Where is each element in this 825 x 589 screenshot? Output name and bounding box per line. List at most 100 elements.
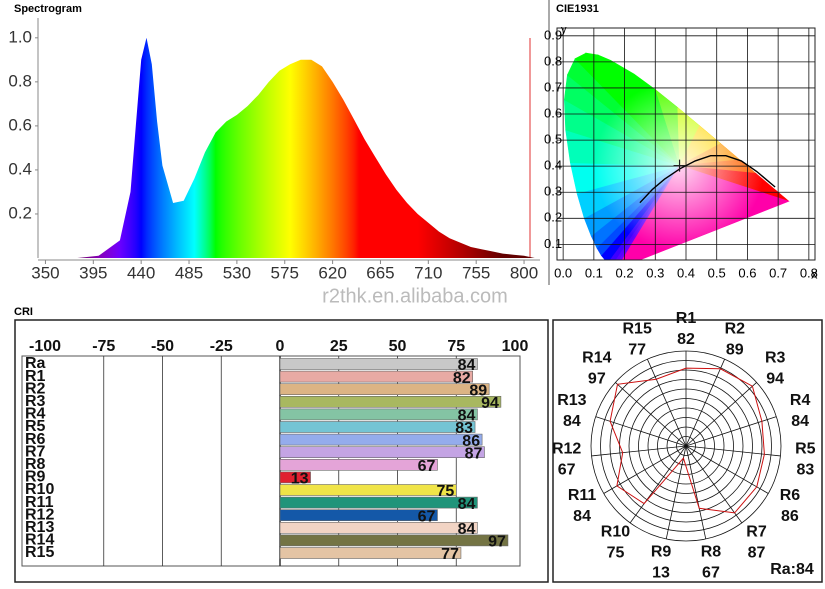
x-tick-label: 0.2: [616, 265, 634, 280]
spoke: [685, 416, 777, 447]
y-tick-label: 0.7: [544, 79, 562, 94]
row-label: R11: [25, 494, 54, 511]
bar: [279, 395, 502, 408]
value-label: 82: [453, 370, 471, 387]
y-axis-label: y: [561, 24, 567, 36]
spoke: [685, 382, 757, 447]
spoke: [685, 445, 769, 494]
value-label: 86: [462, 433, 480, 450]
value-label: 67: [702, 565, 720, 582]
x-tick-label: 0.7: [769, 265, 787, 280]
spectrum-area: [77, 37, 535, 258]
row-label: R4: [25, 406, 46, 423]
y-tick-label: 0.1: [544, 236, 562, 251]
value-label: 82: [677, 331, 695, 348]
x-tick-label: 350: [31, 263, 59, 282]
row-label: R15: [25, 544, 54, 561]
row-label: R10: [25, 481, 54, 498]
x-tick-label: 665: [366, 263, 394, 282]
y-tick-label: 0.2: [8, 203, 32, 222]
y-tick-label: 0.6: [8, 115, 32, 134]
x-tick-label: 440: [127, 263, 155, 282]
spectral-locus: [564, 53, 789, 260]
row-label: Ra: [25, 355, 46, 372]
bar: [279, 547, 462, 559]
value-label: 67: [418, 458, 436, 475]
value-label: 75: [436, 483, 454, 500]
category-label: R11: [568, 487, 597, 504]
x-tick-label: 50: [389, 338, 407, 355]
x-tick-label: 75: [447, 338, 465, 355]
category-label: R10: [601, 524, 630, 541]
category-label: R3: [765, 349, 786, 366]
planckian-locus: [639, 154, 776, 204]
spoke: [685, 445, 743, 524]
x-tick-label: 800: [510, 263, 538, 282]
chart-title: Spectrogram: [14, 3, 82, 15]
category-label: R14: [582, 349, 611, 366]
x-tick-label: 620: [318, 263, 346, 282]
category-label: R6: [780, 487, 801, 504]
spoke: [591, 445, 687, 457]
value-label: 67: [558, 462, 576, 479]
row-label: R9: [25, 469, 46, 486]
x-tick-label: 530: [223, 263, 251, 282]
value-label: 84: [458, 496, 476, 513]
row-label: R13: [25, 519, 54, 536]
plot-frame: [21, 355, 521, 567]
category-label: R7: [746, 524, 767, 541]
category-label: R1: [676, 310, 697, 327]
bar: [279, 509, 438, 522]
value-label: 84: [458, 357, 476, 374]
x-tick-label: 485: [175, 263, 203, 282]
bar: [279, 408, 478, 421]
value-label: 89: [726, 341, 744, 358]
value-label: 83: [796, 462, 814, 479]
y-tick-label: 1.0: [8, 27, 32, 46]
bar: [279, 458, 438, 471]
x-tick-label: 0.0: [554, 265, 572, 280]
x-tick-label: 0.3: [646, 265, 664, 280]
x-tick-label: 395: [79, 263, 107, 282]
value-label: 94: [481, 395, 499, 412]
x-tick-label: -25: [210, 338, 233, 355]
value-label: 13: [291, 471, 309, 488]
panel-frame: [552, 319, 823, 583]
value-label: 87: [465, 445, 483, 462]
x-tick-label: 0: [276, 338, 285, 355]
value-label: 89: [469, 382, 487, 399]
x-tick-label: 710: [414, 263, 442, 282]
value-label: 13: [652, 565, 670, 582]
row-label: R7: [25, 443, 46, 460]
value-label: 86: [781, 508, 799, 525]
cri-polygon: [609, 367, 765, 514]
bar: [279, 471, 311, 484]
y-tick-label: 0.5: [544, 132, 562, 147]
bar: [279, 383, 490, 396]
bar: [279, 496, 478, 509]
annotation: Ra:84: [770, 561, 814, 578]
row-label: R14: [25, 532, 54, 549]
y-tick-label: 0.2: [544, 210, 562, 225]
bar: [279, 484, 457, 496]
value-label: 84: [458, 408, 476, 425]
value-label: 67: [418, 508, 436, 525]
value-label: 84: [573, 508, 591, 525]
x-tick-label: 0.1: [585, 265, 603, 280]
value-label: 83: [455, 420, 473, 437]
chart-title: CIE1931: [556, 3, 599, 15]
spoke: [629, 445, 687, 524]
value-label: 77: [628, 341, 646, 358]
category-label: R9: [651, 544, 672, 561]
spoke: [685, 445, 707, 540]
x-axis-label: x: [811, 266, 818, 281]
value-label: 84: [563, 413, 581, 430]
panel-frame: [14, 319, 549, 583]
row-label: R3: [25, 393, 46, 410]
row-label: R12: [25, 506, 54, 523]
spoke: [646, 359, 687, 447]
gamut: [564, 52, 790, 260]
y-tick-label: 0.8: [544, 53, 562, 68]
row-label: R2: [25, 380, 46, 397]
x-tick-label: 25: [330, 338, 348, 355]
